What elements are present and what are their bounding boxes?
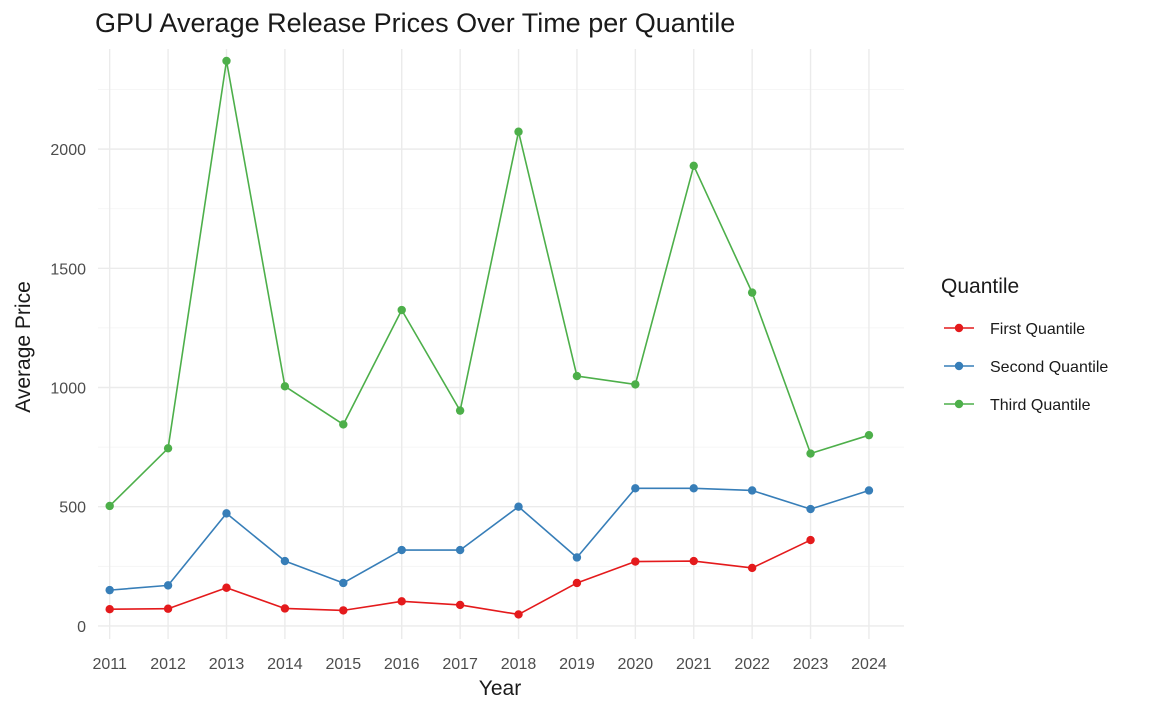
legend-key-point [954,323,964,333]
data-point [514,502,523,511]
data-point [105,585,114,595]
data-point [163,444,173,453]
data-point [806,535,815,545]
x-tick-label: 2012 [150,656,186,673]
series-line [109,487,870,591]
x-tick-labels: 2011 2012 2013 2014 2015 2016 2017 2018 2019 2020… [92,656,886,673]
data-point [455,545,465,555]
data-point [397,597,406,606]
data-point [747,288,757,297]
x-tick-label: 2024 [851,656,887,673]
x-tick-label: 2021 [676,656,712,673]
major-gridlines [98,49,904,639]
x-tick-label: 2017 [442,656,478,673]
legend-item: Third Quantile [944,397,1091,414]
data-point [572,578,582,588]
legend-items: First Quantile Second Quantile Third Quant… [944,321,1108,414]
data-point [339,578,348,588]
data-point [806,504,815,514]
series-first-quantile [105,535,815,619]
y-tick-label: 2000 [50,142,86,159]
data-point [455,600,465,610]
data-point [689,161,698,171]
data-point [572,553,582,562]
data-point [806,449,815,458]
legend-item: First Quantile [944,321,1085,338]
x-tick-label: 2015 [326,656,362,673]
legend: Quantile First Quantile Second Quantile Th… [941,275,1108,414]
data-point [397,545,406,555]
legend-label: Second Quantile [990,359,1108,376]
legend-label: Third Quantile [990,397,1091,414]
x-tick-label: 2016 [384,656,420,673]
data-point [163,581,173,590]
data-point [631,484,640,493]
data-point [864,486,874,495]
x-tick-label: 2023 [793,656,829,673]
data-point [280,382,290,391]
data-point [280,556,290,566]
data-point [747,486,757,495]
x-tick-label: 2019 [559,656,595,673]
x-axis-title: Year [479,677,521,700]
data-point [689,556,698,566]
data-point [455,406,465,415]
y-tick-label: 500 [59,500,86,517]
legend-item: Second Quantile [944,359,1108,376]
data-point [397,305,406,315]
data-point [572,371,582,381]
legend-key-point [954,399,964,409]
x-tick-label: 2013 [209,656,245,673]
legend-key-point [954,361,964,371]
data-point [864,430,874,440]
series-second-quantile [105,484,874,595]
x-tick-label: 2020 [618,656,654,673]
y-tick-label: 0 [77,619,86,636]
y-axis-title: Average Price [12,281,35,413]
data-point [339,606,348,615]
series-third-quantile [105,56,874,511]
chart-title: GPU Average Release Prices Over Time per… [95,8,736,38]
legend-title: Quantile [941,275,1019,298]
data-point [747,563,757,573]
x-tick-label: 2014 [267,656,303,673]
x-tick-label: 2011 [92,656,127,673]
x-tick-label: 2022 [734,656,770,673]
series-layer [105,56,874,619]
series-line [109,60,870,507]
data-point [514,610,523,619]
data-point [222,583,231,592]
x-tick-label: 2018 [501,656,537,673]
y-tick-label: 1000 [50,381,86,398]
data-point [339,420,348,429]
y-tick-label: 1500 [50,261,86,278]
data-point [689,484,698,493]
data-point [222,56,231,66]
data-point [222,509,231,518]
data-point [105,605,114,614]
data-point [631,557,640,566]
y-tick-labels: 0 500 1000 1500 2000 [50,142,86,636]
data-point [631,380,640,389]
data-point [280,604,290,613]
minor-gridlines [98,89,904,567]
legend-label: First Quantile [990,321,1085,338]
data-point [163,604,173,613]
data-point [514,127,523,136]
data-point [105,501,114,511]
